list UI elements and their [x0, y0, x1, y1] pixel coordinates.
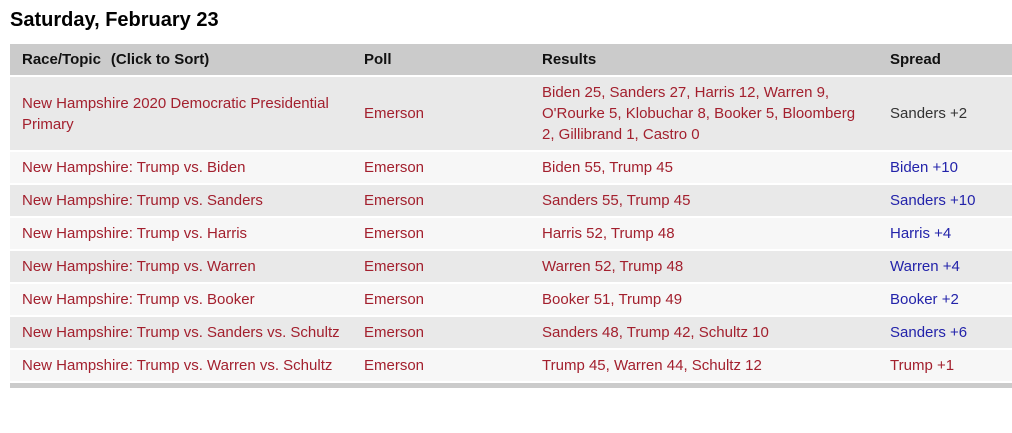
poll-cell: Emerson [352, 98, 530, 129]
results-text: Harris 52, Trump 48 [542, 225, 675, 242]
spread-text: Booker +2 [890, 291, 959, 308]
race-link[interactable]: New Hampshire: Trump vs. Booker [22, 291, 255, 308]
table-row: New Hampshire: Trump vs. Warren Emerson … [10, 251, 1012, 284]
next-table-header-edge [10, 383, 1012, 388]
race-link[interactable]: New Hampshire: Trump vs. Warren vs. Schu… [22, 357, 333, 374]
table-row: New Hampshire: Trump vs. Sanders Emerson… [10, 185, 1012, 218]
table-row: New Hampshire: Trump vs. Biden Emerson B… [10, 152, 1012, 185]
sort-hint-label[interactable]: (Click to Sort) [110, 51, 210, 68]
poll-cell: Emerson [352, 218, 530, 249]
race-cell: New Hampshire: Trump vs. Booker [10, 284, 352, 315]
race-link[interactable]: New Hampshire: Trump vs. Sanders vs. Sch… [22, 324, 340, 341]
race-link[interactable]: New Hampshire: Trump vs. Warren [22, 258, 256, 275]
results-text: Warren 52, Trump 48 [542, 258, 684, 275]
poll-cell: Emerson [352, 251, 530, 282]
spread-text: Biden +10 [890, 159, 958, 176]
table-row: New Hampshire: Trump vs. Warren vs. Schu… [10, 350, 1012, 383]
race-cell: New Hampshire: Trump vs. Warren vs. Schu… [10, 350, 352, 381]
race-link[interactable]: New Hampshire: Trump vs. Harris [22, 225, 248, 242]
race-link[interactable]: New Hampshire: Trump vs. Biden [22, 159, 246, 176]
results-text: Booker 51, Trump 49 [542, 291, 683, 308]
spread-text: Sanders +6 [890, 324, 968, 341]
column-header-results[interactable]: Results [542, 51, 597, 68]
poll-link[interactable]: Emerson [364, 159, 425, 176]
poll-link[interactable]: Emerson [364, 105, 425, 122]
poll-link[interactable]: Emerson [364, 357, 425, 374]
race-link[interactable]: New Hampshire: Trump vs. Sanders [22, 192, 263, 209]
race-cell: New Hampshire: Trump vs. Biden [10, 152, 352, 183]
table-row: New Hampshire: Trump vs. Booker Emerson … [10, 284, 1012, 317]
poll-link[interactable]: Emerson [364, 291, 425, 308]
poll-cell: Emerson [352, 152, 530, 183]
results-text: Biden 55, Trump 45 [542, 159, 673, 176]
race-link[interactable]: New Hampshire 2020 Democratic Presidenti… [22, 94, 329, 133]
race-cell: New Hampshire: Trump vs. Sanders [10, 185, 352, 216]
results-text: Trump 45, Warren 44, Schultz 12 [542, 357, 762, 374]
table-body: New Hampshire 2020 Democratic Presidenti… [10, 77, 1012, 383]
poll-link[interactable]: Emerson [364, 192, 425, 209]
poll-cell: Emerson [352, 317, 530, 348]
table-row: New Hampshire: Trump vs. Sanders vs. Sch… [10, 317, 1012, 350]
spread-text: Sanders +10 [890, 192, 976, 209]
race-cell: New Hampshire: Trump vs. Harris [10, 218, 352, 249]
race-header-label[interactable]: Race/Topic [22, 51, 101, 68]
spread-text: Warren +4 [890, 258, 960, 275]
race-cell: New Hampshire: Trump vs. Warren [10, 251, 352, 282]
column-header-poll[interactable]: Poll [364, 51, 392, 68]
results-text: Sanders 48, Trump 42, Schultz 10 [542, 324, 769, 341]
spread-text: Sanders +2 [890, 105, 968, 122]
column-header-race[interactable]: Race/Topic (Click to Sort) [10, 44, 352, 75]
poll-cell: Emerson [352, 350, 530, 381]
page-title: Saturday, February 23 [10, 9, 219, 31]
poll-cell: Emerson [352, 284, 530, 315]
poll-link[interactable]: Emerson [364, 225, 425, 242]
spread-text: Harris +4 [890, 225, 952, 242]
column-header-spread[interactable]: Spread [890, 51, 941, 68]
race-cell: New Hampshire: Trump vs. Sanders vs. Sch… [10, 317, 352, 348]
race-cell: New Hampshire 2020 Democratic Presidenti… [10, 88, 352, 140]
table-row: New Hampshire: Trump vs. Harris Emerson … [10, 218, 1012, 251]
poll-link[interactable]: Emerson [364, 258, 425, 275]
poll-cell: Emerson [352, 185, 530, 216]
table-row: New Hampshire 2020 Democratic Presidenti… [10, 77, 1012, 152]
table-header-row: Race/Topic (Click to Sort) Poll Results S… [10, 44, 1012, 77]
poll-link[interactable]: Emerson [364, 324, 425, 341]
polls-table: Race/Topic (Click to Sort) Poll Results S… [10, 44, 1012, 388]
spread-text: Trump +1 [890, 357, 955, 374]
results-text: Biden 25, Sanders 27, Harris 12, Warren … [542, 84, 856, 143]
results-text: Sanders 55, Trump 45 [542, 192, 691, 209]
